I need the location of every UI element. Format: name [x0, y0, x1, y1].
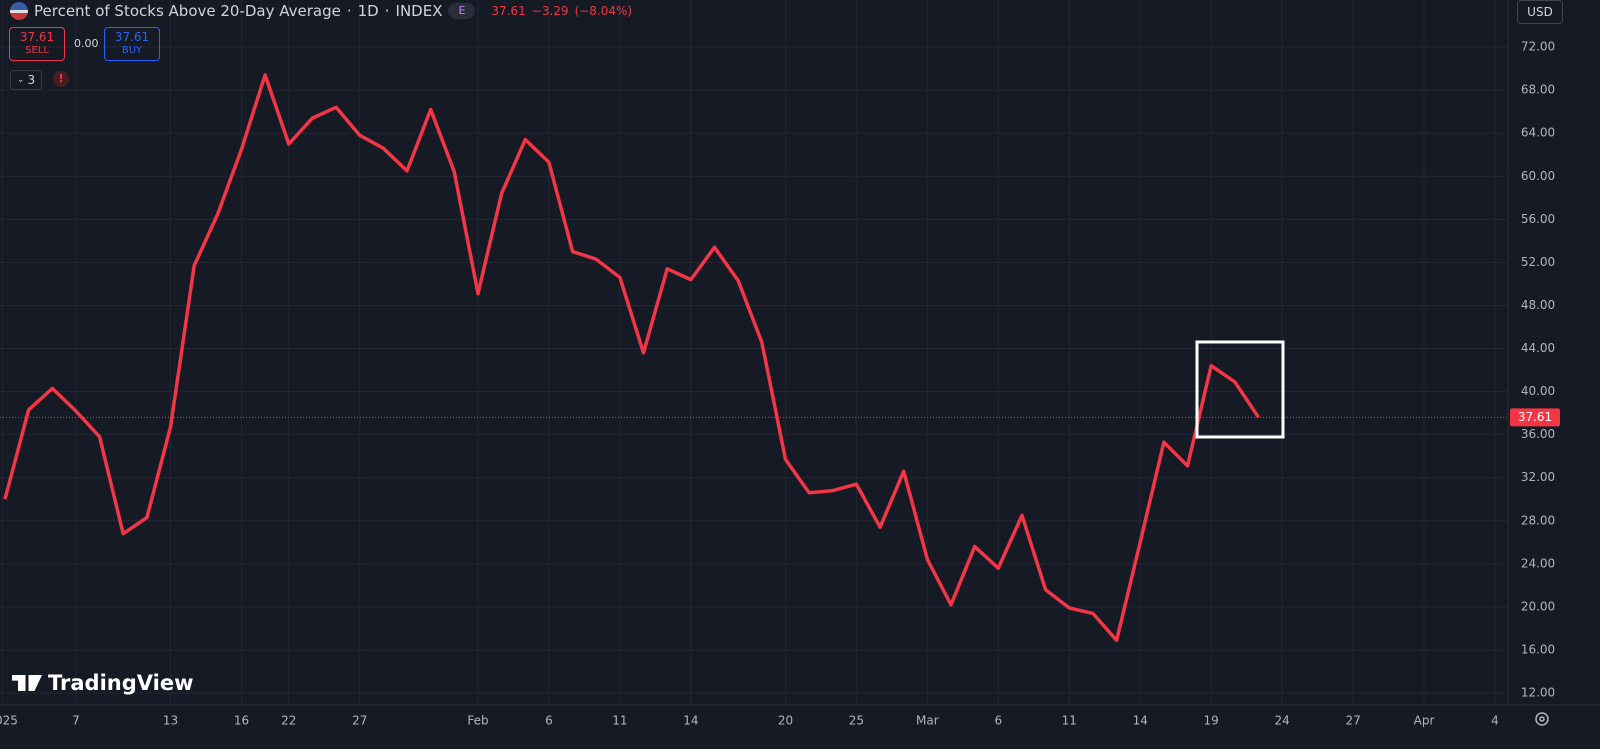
x-tick-label: 7	[72, 714, 80, 728]
x-tick-label: 4	[1491, 714, 1499, 728]
last-price-label: 37.61	[1518, 410, 1552, 424]
y-tick-label: 64.00	[1521, 126, 1555, 140]
x-tick-label: 6	[994, 714, 1002, 728]
sell-button[interactable]: 37.61 SELL	[9, 27, 65, 61]
y-tick-label: 40.00	[1521, 384, 1555, 398]
x-tick-label: Apr	[1414, 714, 1435, 728]
brand-name: TradingView	[48, 671, 194, 695]
change: −3.29	[531, 4, 569, 18]
symbol-title[interactable]: Percent of Stocks Above 20-Day Average	[34, 2, 341, 20]
y-tick-label: 48.00	[1521, 298, 1555, 312]
chevron-icon: ⌄	[16, 75, 25, 85]
buy-button[interactable]: 37.61 BUY	[104, 27, 160, 61]
x-tick-label: 25	[849, 714, 864, 728]
x-tick-label: 6	[545, 714, 553, 728]
y-tick-label: 44.00	[1521, 341, 1555, 355]
y-tick-label: 24.00	[1521, 556, 1555, 570]
highlight-box	[1195, 340, 1285, 439]
change-percent: (−8.04%)	[574, 4, 633, 18]
axes: 12.0016.0020.0024.0028.0032.0036.0040.00…	[0, 40, 1560, 728]
currency: USD	[1527, 5, 1553, 19]
y-tick-label: 52.00	[1521, 255, 1555, 269]
y-tick-label: 68.00	[1521, 83, 1555, 97]
y-tick-label: 12.00	[1521, 686, 1555, 700]
y-tick-label: 16.00	[1521, 642, 1555, 656]
data-line	[3, 73, 1260, 643]
x-tick-label: 11	[1062, 714, 1077, 728]
buy-price: 37.61	[114, 30, 150, 44]
separator: ·	[384, 2, 390, 20]
x-tick-label: 22	[281, 714, 296, 728]
grid	[0, 0, 1508, 705]
x-tick-label: 20	[778, 714, 793, 728]
x-tick-label: 19	[1204, 714, 1219, 728]
x-tick-label: 27	[1345, 714, 1360, 728]
y-tick-label: 28.00	[1521, 513, 1555, 527]
indicator-toggle[interactable]: ⌄ 3	[10, 70, 42, 90]
interval[interactable]: 1D	[357, 2, 379, 20]
y-tick-label: 20.00	[1521, 599, 1555, 613]
sell-price: 37.61	[19, 30, 55, 44]
plot-area	[0, 73, 1508, 643]
spread: 0.00	[74, 37, 99, 50]
flag-icon	[10, 2, 28, 20]
y-tick-label: 60.00	[1521, 169, 1555, 183]
y-tick-label: 56.00	[1521, 212, 1555, 226]
settings-icon[interactable]	[1535, 712, 1549, 726]
x-tick-label: 14	[1133, 714, 1148, 728]
earnings-badge[interactable]: E	[448, 3, 476, 19]
separator: ·	[346, 2, 352, 20]
logo-mark	[12, 675, 42, 691]
warning-icon[interactable]: !	[53, 71, 69, 87]
y-tick-label: 36.00	[1521, 427, 1555, 441]
last-price-marker	[1510, 408, 1560, 427]
gear-ring	[1535, 712, 1549, 726]
y-tick-label: 32.00	[1521, 470, 1555, 484]
x-tick-label: Feb	[467, 714, 488, 728]
last-price: 37.61	[491, 4, 526, 18]
currency-select[interactable]: USD	[1517, 0, 1563, 24]
header: Percent of Stocks Above 20-Day Average ·…	[10, 0, 632, 22]
indicator-count: 3	[27, 73, 36, 87]
buy-label: BUY	[121, 45, 143, 56]
x-tick-label: 24	[1274, 714, 1289, 728]
y-tick-label: 72.00	[1521, 40, 1555, 54]
exchange: INDEX	[395, 2, 443, 20]
x-tick-label: Mar	[916, 714, 939, 728]
x-tick-label: 11	[612, 714, 627, 728]
x-tick-label: 27	[352, 714, 367, 728]
sell-label: SELL	[25, 45, 49, 56]
x-tick-label: 16	[234, 714, 249, 728]
brand-logo[interactable]: TradingView	[12, 671, 193, 695]
x-tick-label: 13	[163, 714, 178, 728]
gear-center	[1539, 716, 1545, 722]
x-tick-label: 14	[683, 714, 698, 728]
